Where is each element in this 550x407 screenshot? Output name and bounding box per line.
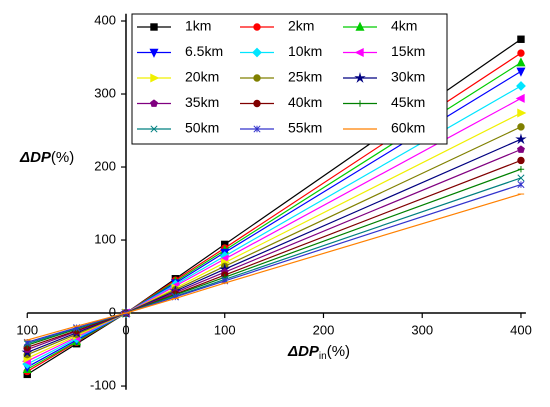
series-line [27, 193, 522, 341]
y-label-main: ΔDP [19, 149, 52, 166]
data-point [517, 166, 525, 173]
series-line [27, 183, 522, 343]
data-point [516, 81, 526, 91]
series-line [26, 85, 522, 365]
data-point [517, 123, 525, 131]
x-tick-label: 100 [214, 322, 236, 337]
x-axis-label: ΔDPin(%) [287, 343, 350, 362]
data-point [516, 67, 526, 77]
y-tick-label: 100 [94, 231, 116, 246]
x-tick-label: 100 [16, 322, 38, 337]
x-tick-label: 200 [313, 322, 335, 337]
legend-label: 35km [185, 94, 219, 110]
x-tick-label: 400 [510, 322, 532, 337]
series-line [26, 112, 522, 359]
y-tick-label: 300 [94, 85, 116, 100]
legend-label: 6.5km [185, 43, 223, 59]
legend-label: 20km [185, 69, 219, 85]
series-line [26, 62, 522, 370]
legend-label: 25km [288, 69, 322, 85]
legend-marker [253, 125, 261, 133]
series-line [26, 70, 522, 368]
data-point [517, 35, 525, 43]
legend-marker [253, 74, 261, 82]
legend-label: 1km [185, 18, 211, 34]
legend-marker [150, 99, 158, 107]
legend-label: 10km [288, 43, 322, 59]
data-point [515, 93, 525, 103]
legend-label: 50km [185, 120, 219, 136]
data-point [517, 145, 525, 153]
legend-marker [252, 47, 262, 58]
legend-marker [253, 23, 261, 31]
y-label-unit: (%) [51, 149, 74, 166]
data-point [517, 108, 527, 118]
series [23, 180, 525, 346]
y-tick-label: 200 [94, 158, 116, 173]
series-line [26, 52, 522, 372]
x-label-main: ΔDP [287, 343, 320, 360]
series [24, 193, 525, 341]
x-label-sub: in [319, 351, 327, 362]
legend-label: 60km [391, 120, 425, 136]
legend-label: 4km [391, 18, 417, 34]
data-point [517, 174, 525, 182]
y-tick-label: 0 [109, 304, 116, 319]
y-tick-label: -100 [90, 377, 116, 392]
legend: 1km 2km 4km 6.5km 10km 15km 20km 25km 30km 35km 40… [131, 13, 448, 145]
series-line [26, 97, 522, 362]
x-tick-label: 300 [411, 322, 433, 337]
legend-box [131, 13, 448, 145]
legend-label: 40km [288, 94, 322, 110]
legend-marker [354, 47, 364, 58]
legend-marker [150, 23, 158, 31]
legend-label: 15km [391, 43, 425, 59]
legend-marker [149, 48, 159, 58]
legend-marker [253, 99, 261, 108]
legend-label: 45km [391, 94, 425, 110]
legend-marker [356, 100, 364, 107]
data-point [517, 156, 525, 165]
series-line [27, 148, 522, 351]
data-point [517, 180, 525, 189]
legend-marker [354, 72, 366, 83]
series-line [27, 168, 522, 346]
series-line [27, 126, 522, 356]
series-line [26, 38, 522, 375]
y-tick-label: 400 [94, 12, 116, 27]
legend-label: 30km [391, 69, 425, 85]
legend-label: 55km [288, 120, 322, 136]
data-point [515, 133, 527, 145]
legend-marker [150, 125, 158, 133]
data-point [517, 49, 525, 57]
legend-marker [355, 21, 365, 31]
data-point [516, 57, 526, 67]
x-label-unit: (%) [327, 343, 350, 360]
legend-marker [150, 73, 160, 83]
series-line [27, 138, 522, 354]
x-tick-label: 0 [122, 322, 129, 337]
y-axis-label: ΔDP(%) [19, 149, 74, 166]
series-line [27, 177, 522, 345]
legend-label: 2km [288, 18, 314, 34]
